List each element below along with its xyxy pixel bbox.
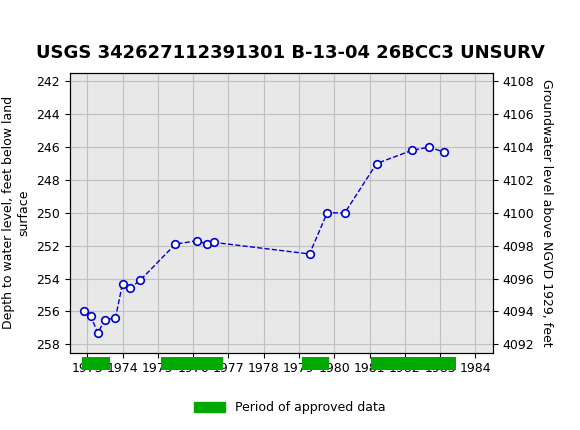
Text: ▒USGS: ▒USGS	[6, 15, 64, 37]
Bar	[303, 357, 329, 370]
Point	[322, 209, 332, 216]
Bar	[82, 357, 110, 370]
Point	[125, 285, 134, 292]
Point	[86, 313, 96, 320]
Point	[171, 241, 180, 248]
Point	[192, 237, 201, 244]
Point	[111, 315, 120, 322]
Point	[118, 280, 127, 287]
Point	[136, 277, 145, 284]
Point	[79, 308, 88, 315]
Y-axis label: Groundwater level above NGVD 1929, feet: Groundwater level above NGVD 1929, feet	[540, 79, 553, 347]
Y-axis label: Depth to water level, feet below land
surface: Depth to water level, feet below land su…	[2, 96, 30, 329]
Point	[93, 329, 103, 336]
Point	[202, 241, 212, 248]
Bar	[371, 357, 456, 370]
Point	[209, 239, 219, 246]
Point	[372, 160, 381, 167]
Point	[407, 147, 416, 154]
Legend: Period of approved data: Period of approved data	[189, 396, 391, 419]
Text: USGS 342627112391301 B-13-04 26BCC3 UNSURV: USGS 342627112391301 B-13-04 26BCC3 UNSU…	[35, 44, 545, 62]
Point	[305, 251, 314, 258]
Point	[100, 316, 110, 323]
Point	[439, 149, 448, 156]
Point	[425, 144, 434, 150]
Bar	[161, 357, 223, 370]
Point	[340, 209, 349, 216]
